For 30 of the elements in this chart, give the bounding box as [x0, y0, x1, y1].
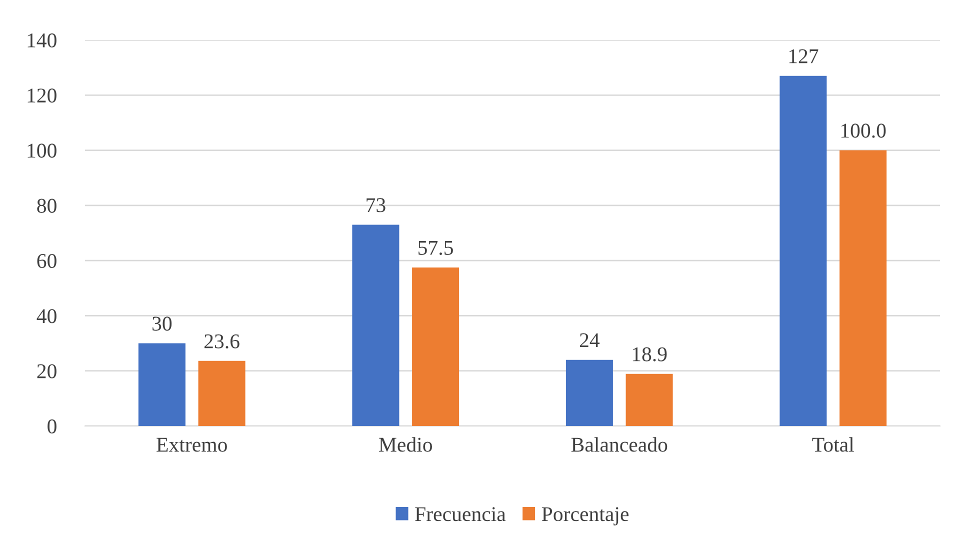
- bar: [566, 360, 613, 426]
- y-tick-label: 60: [37, 254, 56, 268]
- legend-label: Porcentaje: [542, 507, 629, 526]
- data-label: 18.9: [632, 347, 667, 362]
- y-tick-label: 120: [28, 88, 56, 103]
- data-label: 127: [789, 49, 818, 64]
- bar: [138, 343, 186, 426]
- data-label: 73: [366, 198, 386, 212]
- x-tick-label: Total: [812, 437, 854, 452]
- data-label: 24: [580, 333, 600, 348]
- legend-label: Frecuencia: [415, 507, 506, 522]
- data-label: 23.6: [204, 334, 240, 348]
- bar: [412, 267, 460, 426]
- y-tick-label: 100: [28, 144, 56, 158]
- data-label: 57.5: [418, 241, 453, 255]
- x-tick-label: Balanceado: [571, 437, 668, 452]
- y-tick-label: 20: [37, 364, 56, 378]
- bar: [352, 224, 400, 426]
- y-tick-label: 80: [37, 198, 56, 213]
- x-tick-label: Extremo: [156, 438, 227, 452]
- data-label: 30: [152, 316, 172, 331]
- y-tick-label: 140: [28, 33, 56, 48]
- y-tick-label: 0: [48, 419, 56, 434]
- bar: [840, 150, 887, 426]
- x-tick-label: Medio: [379, 437, 432, 452]
- data-label: 100.0: [841, 124, 886, 138]
- bar: [626, 374, 673, 426]
- bar: [780, 76, 827, 426]
- bar: [198, 360, 246, 426]
- y-tick-label: 40: [36, 309, 56, 324]
